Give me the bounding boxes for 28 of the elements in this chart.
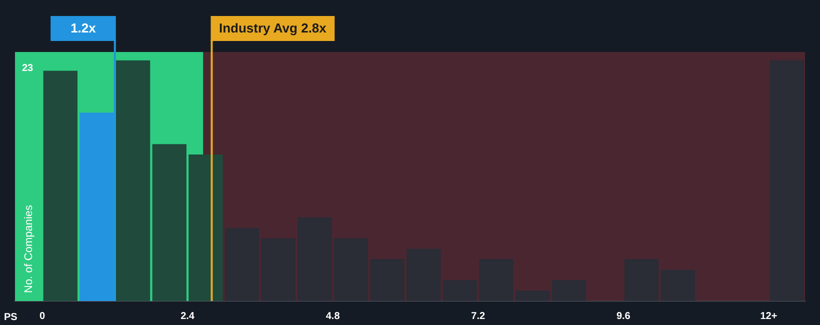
bar <box>298 217 332 301</box>
bar <box>406 248 441 301</box>
bar <box>660 270 695 301</box>
y-axis-title: No. of Companies <box>23 204 36 293</box>
bar <box>188 154 223 301</box>
x-tick-label: 12+ <box>760 310 778 322</box>
ref-line-label: 1.2x <box>70 20 97 36</box>
bar <box>442 280 478 301</box>
x-tick-label: 2.4 <box>180 310 195 322</box>
bar <box>43 70 78 301</box>
bar <box>116 60 150 301</box>
x-tick-label: 4.8 <box>326 310 340 322</box>
bar <box>516 290 550 301</box>
x-tick-label: 0 <box>39 310 46 322</box>
bar <box>479 259 514 301</box>
bar <box>770 60 804 301</box>
bar <box>624 259 659 301</box>
ref-line-label: Industry Avg 2.8x <box>218 20 328 36</box>
bar <box>334 238 368 301</box>
bar <box>370 259 404 301</box>
annotation: 23 <box>22 62 34 74</box>
x-tick-label: 9.6 <box>616 310 631 322</box>
x-axis-title: PS <box>4 312 18 323</box>
bar <box>261 238 296 301</box>
bar <box>552 280 586 301</box>
bar <box>224 228 260 301</box>
bar <box>152 144 186 301</box>
x-tick-label: 7.2 <box>471 310 486 322</box>
